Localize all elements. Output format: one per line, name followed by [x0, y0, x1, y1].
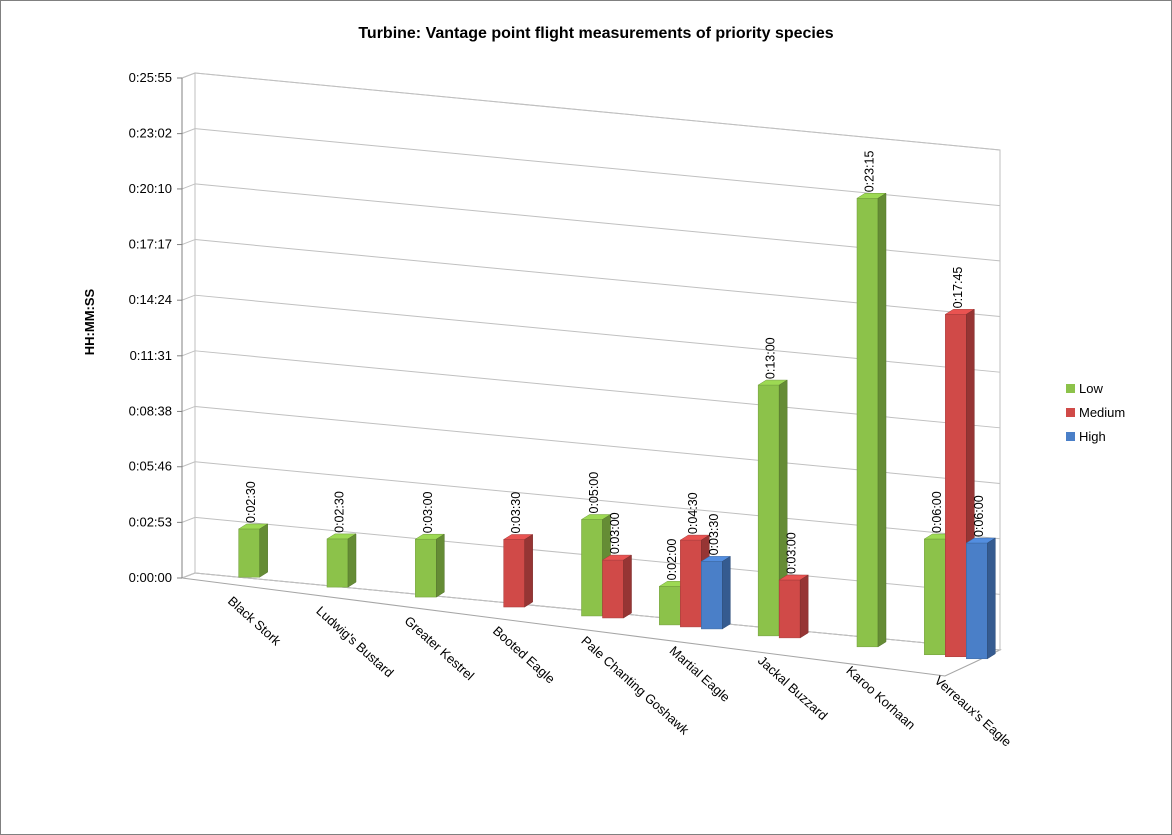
bar	[502, 534, 534, 608]
category-label: Booted Eagle	[490, 623, 558, 686]
bar	[414, 533, 446, 598]
gridline-side	[181, 405, 196, 412]
gridline-side	[181, 572, 196, 579]
gridline	[194, 72, 1001, 151]
data-label: 0:06:00	[930, 491, 944, 533]
data-label: 0:02:30	[333, 491, 347, 533]
y-tick-labels: 0:00:00 0:02:53 0:05:46 0:08:38 0:11:31 0:14:…	[129, 70, 172, 585]
data-label: 0:13:00	[764, 337, 778, 379]
category-label: Jackal Buzzard	[755, 653, 831, 723]
data-label: 0:03:00	[608, 512, 622, 554]
y-tick-label: 0:25:55	[129, 70, 172, 85]
bar	[326, 533, 357, 588]
legend-label: Low	[1079, 381, 1103, 396]
bar	[778, 574, 810, 639]
data-label: 0:03:30	[707, 514, 721, 556]
side-wall	[181, 72, 196, 579]
bar	[944, 308, 976, 658]
gridline-side	[181, 239, 196, 246]
y-tick-label: 0:11:31	[130, 348, 172, 363]
legend-swatch	[1066, 408, 1075, 417]
y-tick-label: 0:20:10	[129, 181, 172, 196]
bar	[757, 379, 789, 637]
bar	[700, 555, 732, 630]
y-axis-label: HH:MM:SS	[82, 288, 97, 355]
category-label: Greater Kestrel	[402, 613, 478, 683]
legend: Low Medium High	[1066, 381, 1125, 444]
category-label: Martial Eagle	[667, 643, 733, 705]
data-label: 0:02:00	[665, 539, 679, 581]
data-label: 0:06:00	[972, 495, 986, 537]
y-tick-label: 0:00:00	[129, 570, 172, 585]
data-label: 0:03:00	[785, 532, 799, 574]
bar	[237, 523, 269, 578]
gridline-side	[181, 294, 196, 301]
legend-swatch	[1066, 432, 1075, 441]
category-label: Verreaux's Eagle	[932, 673, 1015, 750]
chart-title: Turbine: Vantage point flight measuremen…	[358, 25, 833, 42]
legend-swatch	[1066, 384, 1075, 393]
y-tick-label: 0:14:24	[129, 292, 172, 307]
y-tick-label: 0:17:17	[129, 237, 172, 252]
bar	[856, 192, 887, 648]
bar	[601, 554, 633, 619]
data-label: 0:02:30	[244, 481, 258, 523]
gridline-side	[181, 350, 196, 357]
data-label: 0:03:00	[421, 491, 435, 533]
data-label: 0:17:45	[951, 267, 965, 309]
category-label: Black Stork	[225, 593, 284, 648]
bars	[237, 192, 997, 660]
y-tick-label: 0:08:38	[129, 403, 172, 418]
gridline-side	[181, 128, 196, 135]
category-label: Karoo Korhaan	[843, 663, 918, 733]
category-label: Ludwig's Bustard	[313, 603, 396, 680]
gridline-side	[181, 516, 196, 523]
y-tick-label: 0:02:53	[129, 514, 172, 529]
data-labels: 0:02:30 0:02:30 0:03:00 0:03:30 0:05:00 0:03:…	[244, 151, 986, 581]
gridline	[194, 128, 1001, 207]
data-label: 0:05:00	[587, 472, 601, 514]
gridline-side	[181, 461, 196, 468]
y-tick-label: 0:05:46	[129, 459, 172, 474]
data-label: 0:23:15	[863, 151, 877, 193]
legend-label: Medium	[1079, 405, 1125, 420]
gridline-side	[181, 72, 196, 79]
data-label: 0:03:30	[509, 492, 523, 534]
legend-label: High	[1079, 429, 1106, 444]
bar	[965, 537, 997, 660]
data-label: 0:04:30	[686, 492, 700, 534]
y-tick-label: 0:23:02	[129, 126, 172, 141]
gridline-side	[181, 183, 196, 190]
